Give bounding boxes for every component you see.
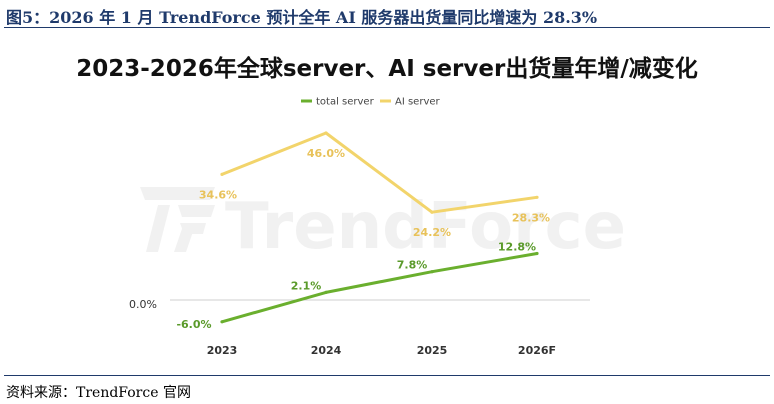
data-point-total-server-2025 [430, 270, 434, 274]
x-tick-label-2025: 2025 [417, 344, 448, 357]
x-tick-label-2023: 2023 [207, 344, 238, 357]
figure-caption: 图5：2026 年 1 月 TrendForce 预计全年 AI 服务器出货量同… [6, 8, 598, 27]
chart-title: 2023-2026年全球server、AI server出货量年增/减变化 [76, 55, 697, 82]
source-divider [4, 375, 770, 376]
data-point-ai-server-2025 [430, 210, 434, 214]
data-label-total-server-2026f: 12.8% [498, 241, 536, 254]
line-chart: 2023-2026年全球server、AI server出货量年增/减变化 Tr… [76, 55, 697, 357]
data-point-total-server-2024 [324, 290, 328, 294]
data-label-ai-server-2024: 46.0% [307, 147, 345, 160]
plot-area: -6.0% 2.1% 7.8% 12.8% 34.6% 46.0% 24.2% 28.3% 20… [176, 131, 556, 357]
x-tick-label-2026f: 2026F [518, 344, 556, 357]
caption-divider [4, 27, 770, 28]
source-note: 资料来源：TrendForce 官网 [6, 385, 191, 401]
data-label-total-server-2024: 2.1% [291, 279, 322, 292]
data-point-ai-server-2026f [535, 195, 539, 199]
watermark-text: TrendForce [225, 190, 626, 264]
data-point-total-server-2023 [220, 320, 224, 324]
series-line-ai-server [221, 131, 538, 214]
data-label-total-server-2025: 7.8% [397, 259, 428, 272]
data-point-ai-server-2023 [220, 172, 224, 176]
x-tick-label-2024: 2024 [311, 344, 342, 357]
legend-label-ai-server: AI server [395, 97, 441, 108]
watermark-logo: TrendForce [140, 187, 626, 264]
chart-legend: total server AI server [301, 97, 441, 108]
legend-label-total-server: total server [316, 97, 375, 108]
data-label-ai-server-2026f: 28.3% [512, 211, 550, 224]
series-line-total-server [221, 252, 538, 324]
data-point-ai-server-2024 [324, 131, 328, 135]
y-tick-label-zero: 0.0% [129, 298, 157, 311]
data-label-ai-server-2023: 34.6% [199, 188, 237, 201]
data-point-total-server-2026f [535, 251, 539, 256]
data-label-ai-server-2025: 24.2% [413, 226, 451, 239]
data-label-total-server-2023: -6.0% [176, 318, 211, 331]
